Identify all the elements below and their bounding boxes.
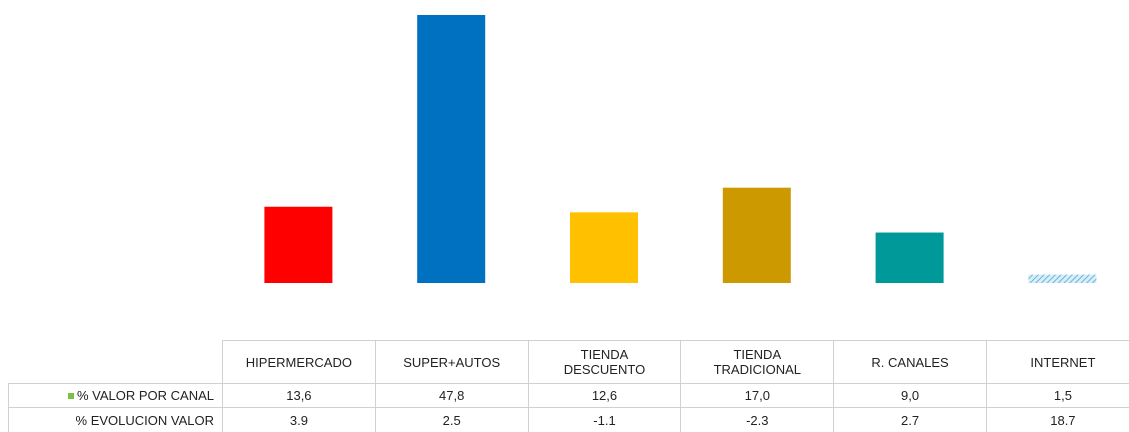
category-header: TIENDA TRADICIONAL <box>680 340 834 383</box>
table-value: 9,0 <box>833 383 986 407</box>
legend-label: % EVOLUCION VALOR <box>75 412 214 428</box>
category-header: TIENDA DESCUENTO <box>527 340 681 383</box>
chart <box>264 15 1097 283</box>
row-label: % VALOR POR CANAL <box>8 383 222 407</box>
bar <box>1028 274 1097 283</box>
bar <box>570 212 638 283</box>
category-header: R. CANALES <box>833 340 986 383</box>
table-value: 1,5 <box>986 383 1129 407</box>
table-value: 12,6 <box>527 383 681 407</box>
table-value: 17,0 <box>680 383 834 407</box>
table-value: 2.5 <box>374 407 528 432</box>
table-value: 18.7 <box>986 407 1129 432</box>
category-header: SUPER+AUTOS <box>374 340 528 383</box>
bar <box>417 15 486 283</box>
legend-swatch <box>67 392 74 399</box>
bar <box>722 187 791 283</box>
legend-label: % VALOR POR CANAL <box>76 388 214 403</box>
category-header: HIPERMERCADO <box>222 340 375 383</box>
bar <box>264 206 333 283</box>
table-value: -2.3 <box>680 407 834 432</box>
table-value: 47,8 <box>374 383 528 407</box>
bar <box>875 232 944 283</box>
table-value: 2.7 <box>833 407 986 432</box>
row-label: % EVOLUCION VALOR <box>8 407 222 432</box>
table-value: 3.9 <box>222 407 375 432</box>
table-value: 13,6 <box>222 383 375 407</box>
category-header: INTERNET <box>986 340 1129 383</box>
table-value: -1.1 <box>527 407 681 432</box>
